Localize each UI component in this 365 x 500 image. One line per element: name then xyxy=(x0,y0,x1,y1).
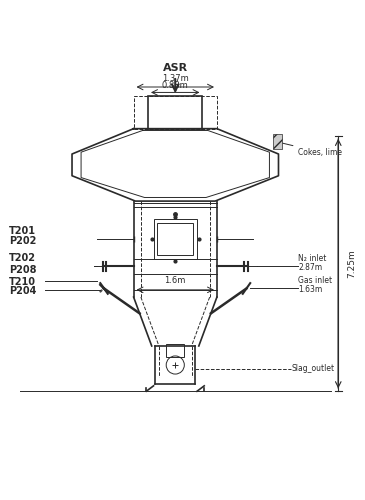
Text: P204: P204 xyxy=(9,286,36,296)
Text: Cokes, lime: Cokes, lime xyxy=(277,142,342,156)
Text: P202: P202 xyxy=(9,236,36,246)
Text: N₂ inlet: N₂ inlet xyxy=(299,254,327,262)
Text: 1.63m: 1.63m xyxy=(299,285,323,294)
Text: T202: T202 xyxy=(9,252,36,262)
Text: 2.87m: 2.87m xyxy=(299,262,323,272)
Text: Gas inlet: Gas inlet xyxy=(299,276,333,285)
Text: 1.37m: 1.37m xyxy=(162,74,189,84)
Text: 0.88m: 0.88m xyxy=(162,80,189,90)
Bar xyxy=(273,134,282,148)
Text: Slag_outlet: Slag_outlet xyxy=(291,364,334,373)
Text: T201: T201 xyxy=(9,226,36,235)
Text: 7.25m: 7.25m xyxy=(347,249,356,278)
Text: 1.6m: 1.6m xyxy=(165,276,186,285)
Text: P208: P208 xyxy=(9,266,36,276)
Text: ASR: ASR xyxy=(163,62,188,72)
Text: T210: T210 xyxy=(9,276,36,286)
